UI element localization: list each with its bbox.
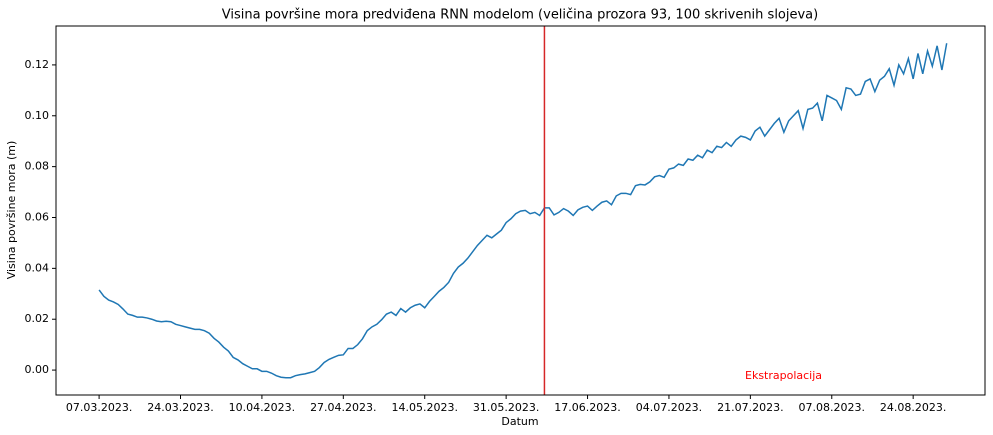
x-tick-label: 27.04.2023.	[310, 401, 376, 414]
x-tick-label: 31.05.2023.	[473, 401, 539, 414]
y-axis-label: Visina površine mora (m)	[5, 141, 18, 280]
data-line	[98, 43, 948, 379]
y-tick-label: 0.10	[25, 109, 50, 122]
y-tick-label: 0.06	[25, 210, 50, 223]
x-tick-label: 07.03.2023.	[66, 401, 132, 414]
y-tick-label: 0.02	[25, 312, 50, 325]
x-tick-label: 10.04.2023.	[229, 401, 295, 414]
y-tick-label: 0.12	[25, 58, 50, 71]
x-axis-label: Datum	[501, 415, 538, 428]
x-tick-label: 07.08.2023.	[799, 401, 865, 414]
x-tick-label: 04.07.2023.	[636, 401, 702, 414]
x-tick-label: 14.05.2023.	[391, 401, 457, 414]
x-tick-label: 24.03.2023.	[147, 401, 213, 414]
y-tick-label: 0.00	[25, 363, 50, 376]
chart-title: Visina površine mora predviđena RNN mode…	[222, 8, 818, 23]
x-tick-label: 17.06.2023.	[554, 401, 620, 414]
x-tick-label: 24.08.2023.	[880, 401, 946, 414]
plot-frame	[55, 25, 986, 396]
y-tick-label: 0.08	[25, 160, 50, 173]
y-tick-label: 0.04	[25, 261, 50, 274]
x-tick-label: 21.07.2023.	[717, 401, 783, 414]
annotation: Ekstrapolacija	[745, 369, 822, 382]
